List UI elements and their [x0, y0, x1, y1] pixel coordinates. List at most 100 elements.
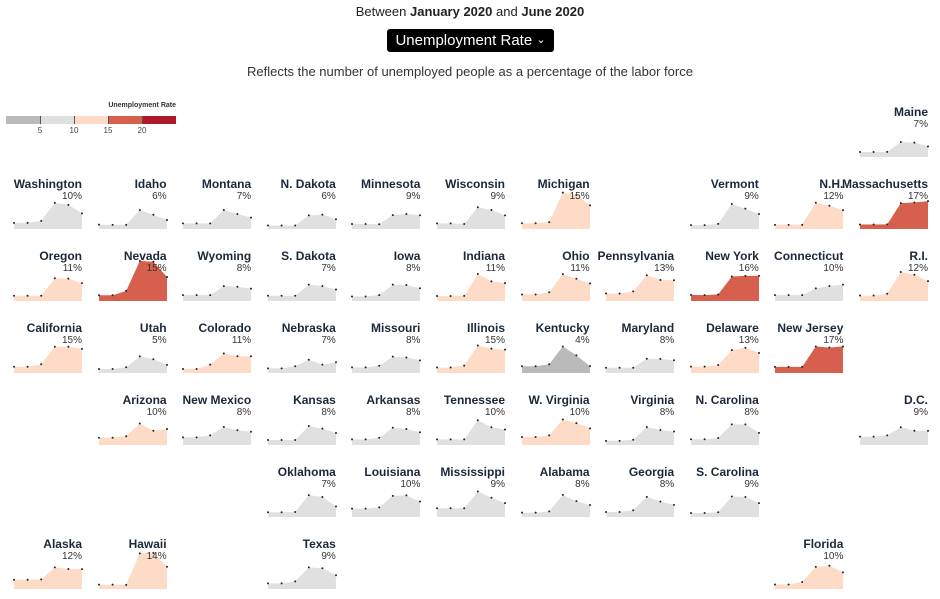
sparkline-point — [449, 507, 452, 510]
state-tile[interactable]: Connecticut 10% — [774, 249, 845, 305]
sparkline-point — [138, 355, 141, 358]
state-tile[interactable]: Wyoming 8% — [182, 249, 253, 305]
state-rate: 15% — [569, 191, 590, 202]
sparkline-point — [504, 428, 506, 431]
state-tile[interactable]: Kentucky 4% — [520, 321, 591, 377]
state-tile[interactable]: Maine 7% — [859, 105, 929, 161]
sparkline-point — [574, 277, 577, 280]
state-tile[interactable]: N. Dakota 6% — [266, 177, 337, 233]
state-tile[interactable]: Hawaii 14% — [97, 537, 168, 593]
sparkline-point — [842, 283, 845, 286]
sparkline-point — [151, 213, 154, 216]
state-tile[interactable]: S. Carolina 9% — [689, 465, 760, 521]
sparkline-point — [534, 222, 537, 225]
sparkline — [436, 344, 506, 373]
sparkline-point — [490, 426, 493, 429]
state-tile[interactable]: Missouri 8% — [351, 321, 422, 377]
sparkline — [774, 564, 845, 589]
sparkline-point — [449, 438, 452, 441]
sparkline-point — [673, 430, 676, 433]
state-tile[interactable]: Arkansas 8% — [351, 393, 422, 449]
sparkline — [13, 566, 83, 589]
state-name: W. Virginia — [528, 393, 590, 407]
state-tile[interactable]: New York 16% — [689, 249, 760, 305]
sparkline-point — [419, 287, 422, 290]
state-rate: 5% — [152, 335, 167, 346]
state-tile[interactable]: Delaware 13% — [689, 321, 760, 377]
state-name: Idaho — [134, 177, 167, 191]
sparkline-point — [689, 224, 692, 227]
state-name: Alabama — [539, 465, 590, 479]
state-tile[interactable]: Iowa 8% — [351, 249, 422, 305]
sparkline-point — [182, 222, 185, 225]
state-tile[interactable]: Texas 9% — [266, 537, 337, 593]
state-rate: 9% — [321, 551, 336, 562]
sparkline-point — [280, 511, 283, 514]
state-name: California — [26, 321, 82, 335]
state-tile[interactable]: Mississippi 9% — [436, 465, 506, 521]
sparkline-point — [757, 352, 760, 354]
sparkline-point — [307, 283, 310, 286]
state-tile[interactable]: Oklahoma 7% — [266, 465, 337, 521]
state-tile[interactable]: Washington 10% — [13, 177, 83, 233]
state-tile[interactable]: New Jersey 17% — [774, 321, 845, 377]
sparkline-area — [267, 284, 336, 301]
state-tile[interactable]: Idaho 6% — [97, 177, 168, 233]
state-tile[interactable]: R.I. 12% — [859, 249, 929, 305]
state-tile[interactable]: Kansas 8% — [266, 393, 337, 449]
sparkline-point — [280, 582, 283, 585]
state-rate: 10% — [61, 191, 82, 202]
state-tile[interactable]: Ohio 11% — [520, 249, 591, 305]
state-tile[interactable]: S. Dakota 7% — [266, 249, 337, 305]
state-tile[interactable]: N. Carolina 8% — [689, 393, 760, 449]
state-tile[interactable]: Pennsylvania 13% — [597, 249, 676, 305]
state-tile[interactable]: New Mexico 8% — [182, 393, 253, 449]
sparkline — [520, 191, 591, 229]
sparkline-point — [787, 583, 790, 586]
sparkline-point — [463, 223, 466, 226]
legend-title: Unemployment Rate — [108, 102, 176, 109]
sparkline-point — [97, 436, 100, 439]
state-tile[interactable]: Arizona 10% — [97, 393, 168, 449]
state-tile[interactable]: Michigan 15% — [520, 177, 591, 233]
sparkline-point — [463, 294, 466, 297]
sparkline-point — [165, 428, 168, 430]
sparkline-point — [67, 203, 70, 206]
state-tile[interactable]: Nevada 15% — [97, 249, 168, 305]
state-tile[interactable]: D.C. 9% — [859, 393, 929, 449]
state-tile[interactable]: Wisconsin 9% — [436, 177, 506, 233]
state-tile[interactable]: Virginia 8% — [605, 393, 676, 449]
sparkline-area — [437, 274, 505, 301]
state-tile[interactable]: Maryland 8% — [605, 321, 676, 377]
state-tile[interactable]: Nebraska 7% — [266, 321, 337, 377]
state-tile[interactable]: Montana 7% — [182, 177, 253, 233]
sparkline-point — [561, 273, 564, 276]
sparkline-point — [476, 206, 479, 209]
state-tile[interactable]: Tennessee 10% — [436, 393, 506, 449]
sparkline-area — [98, 423, 167, 445]
state-tile[interactable]: Oregon 11% — [13, 249, 83, 305]
state-tile[interactable]: W. Virginia 10% — [520, 393, 591, 449]
state-tile[interactable]: California 15% — [13, 321, 83, 377]
state-tile[interactable]: Illinois 15% — [436, 321, 506, 377]
state-tile[interactable]: Colorado 11% — [182, 321, 253, 377]
sparkline-point — [266, 511, 269, 514]
state-tile[interactable]: Massachusetts 17% — [842, 177, 929, 233]
state-tile[interactable]: Louisiana 10% — [351, 465, 422, 521]
state-tile[interactable]: Vermont 9% — [689, 177, 760, 233]
state-tile[interactable]: Florida 10% — [774, 537, 845, 593]
sparkline-point — [504, 348, 506, 351]
state-tile[interactable]: Minnesota 9% — [351, 177, 422, 233]
sparkline — [351, 426, 422, 445]
state-tile[interactable]: Alabama 8% — [520, 465, 591, 521]
sparkline — [351, 355, 422, 373]
state-tile[interactable]: Alaska 12% — [13, 537, 83, 593]
metric-select[interactable]: Unemployment Rate ⌄ — [387, 29, 554, 52]
sparkline-area — [437, 345, 505, 373]
state-tile[interactable]: Georgia 8% — [605, 465, 676, 521]
state-tile[interactable]: Utah 5% — [97, 321, 168, 377]
state-rate: 6% — [152, 191, 167, 202]
state-tile[interactable]: Indiana 11% — [436, 249, 506, 305]
state-tile[interactable]: N.H. 12% — [774, 177, 845, 233]
sparkline — [605, 274, 676, 301]
